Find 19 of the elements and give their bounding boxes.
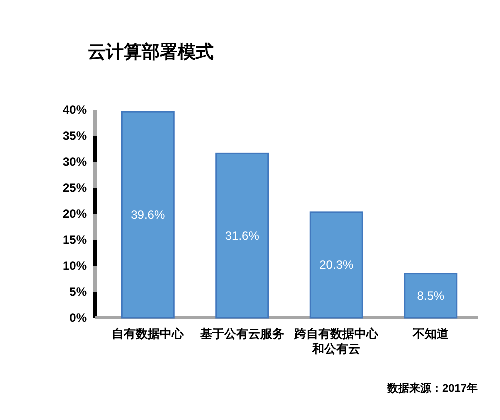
y-tick-label: 30%	[62, 155, 88, 169]
y-tick-label: 25%	[62, 181, 88, 195]
data-label: 8.5%	[417, 288, 445, 303]
x-tick-label: 跨自有数据中心和公有云	[294, 327, 380, 356]
title: 云计算部署模式	[88, 42, 214, 62]
x-tick-label: 基于公有云服务	[199, 327, 284, 341]
y-tick-label: 10%	[62, 259, 88, 273]
y-tick-label: 35%	[62, 129, 88, 143]
data-label: 39.6%	[131, 208, 166, 222]
y-tick-label: 15%	[62, 233, 88, 247]
y-tick-label: 40%	[62, 103, 88, 117]
y-tick-label: 5%	[70, 285, 88, 299]
data-label: 31.6%	[225, 228, 260, 243]
y-tick-label: 20%	[62, 207, 88, 221]
x-tick-label: 不知道	[412, 327, 450, 341]
y-tick-label: 0%	[70, 311, 88, 325]
source-note: 数据来源：2017年	[386, 382, 478, 395]
data-label: 20.3%	[320, 258, 354, 272]
x-tick-label: 自有数据中心	[112, 327, 186, 341]
